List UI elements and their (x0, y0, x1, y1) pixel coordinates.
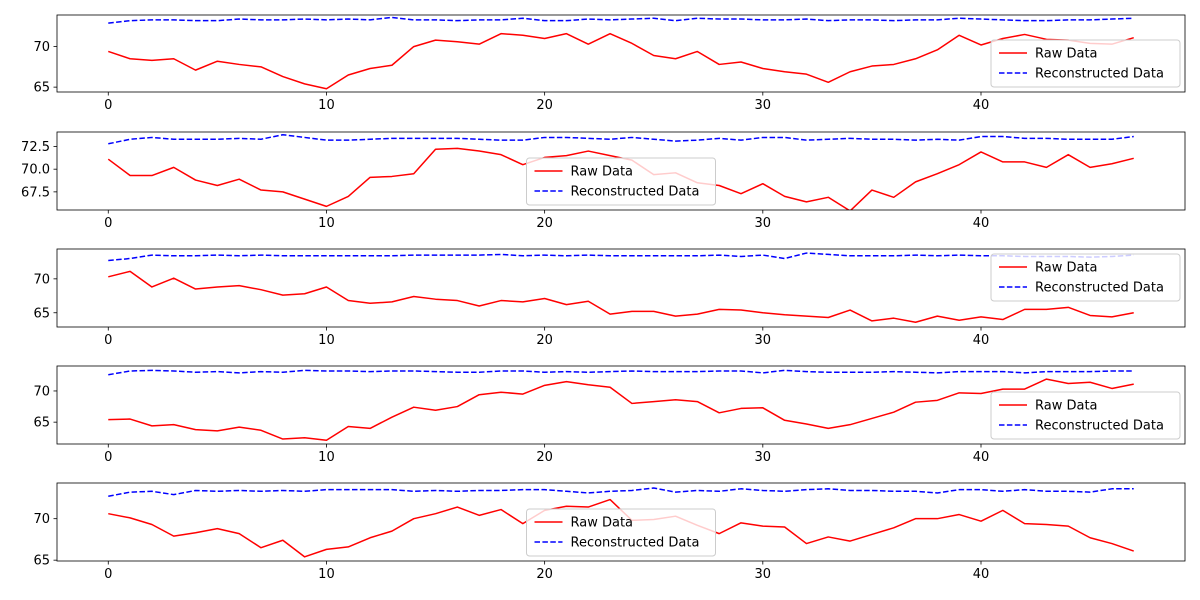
subplot-3: 0 10 20 30 40 65 70 Raw Data Reconstructed Data (33, 248, 1186, 348)
y-tick-label: 65 (33, 306, 50, 321)
x-tick-label: 40 (973, 98, 990, 113)
reconstructed-data-line (108, 133, 1134, 145)
x-tick-label: 10 (318, 333, 335, 348)
legend-label: Reconstructed Data (1035, 419, 1164, 434)
legend-label: Raw Data (1035, 261, 1098, 276)
x-tick-label: 30 (755, 216, 772, 231)
x-tick-label: 10 (318, 450, 335, 465)
subplot-2: 0 10 20 30 40 67.5 70.0 72.5 Raw Data Reconstruct… (21, 131, 1186, 231)
axes-frame (56, 14, 1186, 93)
legend: Raw Data Reconstructed Data (990, 39, 1181, 88)
x-tick-label: 20 (536, 98, 553, 113)
y-tick-label: 72.5 (21, 140, 50, 155)
raw-data-line (108, 270, 1134, 323)
x-tick-label: 30 (755, 98, 772, 113)
y-tick-label: 65 (33, 81, 50, 96)
axes-frame (56, 365, 1186, 445)
legend-label: Raw Data (571, 516, 634, 531)
x-tick-label: 0 (104, 567, 112, 582)
y-tick-label: 70.0 (21, 163, 50, 178)
legend-label: Reconstructed Data (571, 536, 700, 551)
y-tick-label: 70 (33, 40, 50, 55)
legend-box (990, 39, 1181, 88)
y-tick-label: 70 (33, 384, 50, 399)
axes-frame (56, 248, 1186, 328)
raw-data-line (108, 378, 1134, 442)
legend-box (990, 391, 1181, 440)
subplot-5: 0 10 20 30 40 65 70 Raw Data Reconstructed Data (33, 482, 1186, 582)
legend: Raw Data Reconstructed Data (990, 253, 1181, 302)
legend: Raw Data Reconstructed Data (990, 391, 1181, 440)
legend: Raw Data Reconstructed Data (526, 157, 716, 206)
y-tick-label: 70 (33, 272, 50, 287)
x-tick-label: 40 (973, 216, 990, 231)
x-tick-label: 40 (973, 333, 990, 348)
subplot-4: 0 10 20 30 40 65 70 Raw Data Reconstructed Data (33, 365, 1186, 465)
x-tick-label: 30 (755, 450, 772, 465)
raw-data-line (108, 32, 1134, 90)
x-tick-label: 20 (536, 333, 553, 348)
x-tick-label: 0 (104, 216, 112, 231)
axes-frame (56, 131, 1186, 211)
legend: Raw Data Reconstructed Data (526, 508, 716, 557)
reconstructed-data-line (108, 487, 1134, 498)
x-tick-label: 0 (104, 333, 112, 348)
y-tick-label: 67.5 (21, 185, 50, 200)
y-tick-label: 70 (33, 512, 50, 527)
reconstructed-data-line (108, 369, 1134, 376)
x-tick-label: 10 (318, 216, 335, 231)
x-tick-label: 10 (318, 98, 335, 113)
x-tick-label: 0 (104, 98, 112, 113)
x-tick-label: 30 (755, 333, 772, 348)
x-tick-label: 40 (973, 450, 990, 465)
axes-frame (56, 482, 1186, 562)
reconstructed-data-line (108, 16, 1134, 24)
legend-label: Raw Data (571, 165, 634, 180)
x-tick-label: 20 (536, 567, 553, 582)
x-tick-label: 40 (973, 567, 990, 582)
legend-label: Reconstructed Data (1035, 281, 1164, 296)
legend-label: Reconstructed Data (1035, 67, 1164, 82)
legend-box (526, 157, 716, 206)
legend-box (526, 508, 716, 557)
subplot-1: 0 10 20 30 40 65 70 Raw Data Reconstructed Data (33, 14, 1186, 113)
x-tick-label: 0 (104, 450, 112, 465)
x-tick-label: 20 (536, 216, 553, 231)
x-tick-label: 10 (318, 567, 335, 582)
legend-label: Reconstructed Data (571, 185, 700, 200)
x-tick-label: 20 (536, 450, 553, 465)
y-tick-label: 65 (33, 416, 50, 431)
y-tick-label: 65 (33, 554, 50, 569)
legend-box (990, 253, 1181, 302)
legend-label: Raw Data (1035, 399, 1098, 414)
reconstructed-data-line (108, 252, 1134, 262)
legend-label: Raw Data (1035, 47, 1098, 62)
x-tick-label: 30 (755, 567, 772, 582)
